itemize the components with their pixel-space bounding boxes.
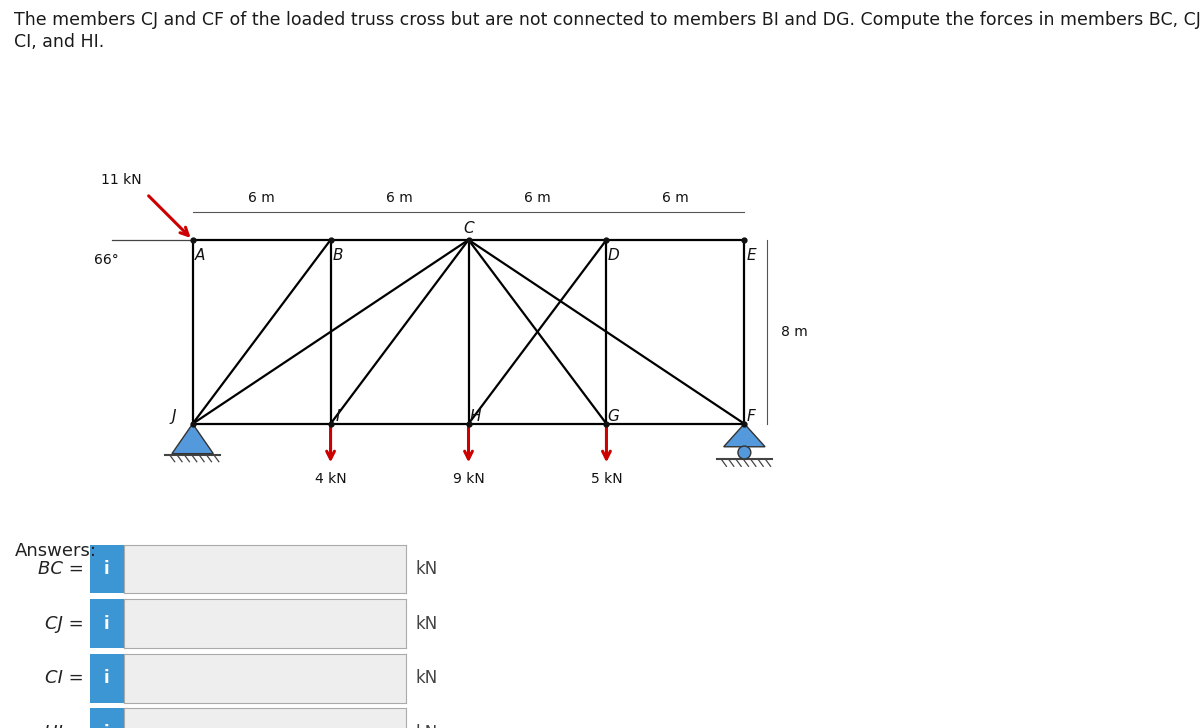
Text: kN: kN — [415, 669, 438, 687]
Text: 9 kN: 9 kN — [452, 472, 485, 486]
Text: C: C — [463, 221, 474, 236]
Text: A: A — [194, 248, 205, 264]
Text: H: H — [469, 409, 481, 424]
Polygon shape — [724, 424, 766, 447]
Text: i: i — [104, 560, 109, 578]
Text: D: D — [607, 248, 619, 264]
Text: CJ =: CJ = — [46, 614, 84, 633]
Text: F: F — [746, 409, 756, 424]
Text: 4 kN: 4 kN — [314, 472, 347, 486]
Text: 6 m: 6 m — [248, 191, 275, 205]
Text: BC =: BC = — [38, 560, 84, 578]
Text: Answers:: Answers: — [14, 542, 96, 561]
Text: 6 m: 6 m — [662, 191, 689, 205]
Text: 66°: 66° — [95, 253, 119, 266]
Text: 11 kN: 11 kN — [102, 173, 142, 187]
Text: i: i — [104, 614, 109, 633]
Text: I: I — [335, 409, 340, 424]
Text: HI =: HI = — [44, 724, 84, 728]
Text: i: i — [104, 669, 109, 687]
Text: 5 kN: 5 kN — [590, 472, 623, 486]
Text: kN: kN — [415, 724, 438, 728]
Text: kN: kN — [415, 614, 438, 633]
Text: CI =: CI = — [46, 669, 84, 687]
Text: 6 m: 6 m — [524, 191, 551, 205]
Text: 8 m: 8 m — [781, 325, 808, 339]
Text: CI, and HI.: CI, and HI. — [14, 33, 104, 51]
Text: E: E — [746, 248, 756, 264]
Polygon shape — [172, 424, 214, 454]
Text: 6 m: 6 m — [386, 191, 413, 205]
Text: J: J — [172, 409, 176, 424]
Text: G: G — [607, 409, 619, 424]
Text: kN: kN — [415, 560, 438, 578]
Text: The members CJ and CF of the loaded truss cross but are not connected to members: The members CJ and CF of the loaded trus… — [14, 11, 1200, 29]
Circle shape — [738, 446, 751, 459]
Text: i: i — [104, 724, 109, 728]
Text: B: B — [332, 248, 343, 264]
